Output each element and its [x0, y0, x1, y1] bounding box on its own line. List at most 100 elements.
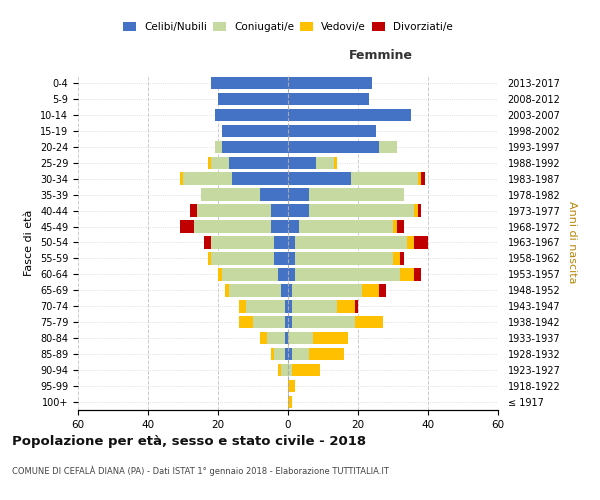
Bar: [288, 316, 292, 328]
Bar: [260, 332, 267, 344]
Bar: [292, 316, 355, 328]
Bar: [288, 204, 309, 217]
Bar: [281, 364, 288, 376]
Bar: [313, 332, 347, 344]
Bar: [267, 332, 284, 344]
Bar: [407, 236, 414, 248]
Bar: [361, 284, 379, 296]
Bar: [288, 220, 299, 233]
Bar: [179, 220, 193, 233]
Bar: [232, 172, 288, 185]
Bar: [292, 300, 337, 312]
Bar: [288, 268, 295, 280]
Bar: [397, 220, 404, 233]
Bar: [271, 220, 288, 233]
Bar: [221, 124, 288, 137]
Bar: [208, 252, 211, 264]
Bar: [288, 332, 313, 344]
Bar: [218, 92, 288, 105]
Bar: [204, 236, 211, 248]
Text: Popolazione per età, sesso e stato civile - 2018: Popolazione per età, sesso e stato civil…: [12, 435, 366, 448]
Bar: [414, 236, 428, 248]
Bar: [288, 364, 292, 376]
Bar: [309, 348, 344, 360]
Bar: [284, 348, 288, 360]
Bar: [284, 316, 288, 328]
Bar: [197, 204, 271, 217]
Bar: [253, 316, 284, 328]
Bar: [288, 284, 292, 296]
Bar: [295, 268, 400, 280]
Bar: [292, 284, 361, 296]
Bar: [393, 252, 400, 264]
Bar: [295, 252, 393, 264]
Bar: [393, 220, 397, 233]
Bar: [400, 268, 414, 280]
Bar: [288, 92, 368, 105]
Bar: [288, 300, 292, 312]
Bar: [221, 268, 277, 280]
Bar: [355, 316, 383, 328]
Bar: [337, 300, 355, 312]
Bar: [190, 204, 197, 217]
Bar: [229, 284, 281, 296]
Bar: [277, 364, 281, 376]
Bar: [288, 380, 295, 392]
Bar: [379, 284, 386, 296]
Bar: [179, 172, 183, 185]
Bar: [288, 77, 372, 89]
Bar: [274, 236, 288, 248]
Bar: [239, 316, 253, 328]
Bar: [215, 108, 288, 121]
Bar: [260, 188, 288, 201]
Bar: [288, 252, 295, 264]
Bar: [211, 236, 274, 248]
Bar: [288, 124, 376, 137]
Bar: [379, 140, 397, 153]
Bar: [218, 268, 221, 280]
Bar: [299, 220, 393, 233]
Bar: [211, 156, 229, 169]
Bar: [288, 172, 351, 185]
Bar: [288, 348, 292, 360]
Bar: [288, 156, 316, 169]
Bar: [421, 172, 425, 185]
Bar: [284, 300, 288, 312]
Bar: [288, 236, 295, 248]
Bar: [208, 156, 211, 169]
Bar: [274, 348, 284, 360]
Bar: [288, 140, 379, 153]
Bar: [351, 172, 418, 185]
Bar: [288, 108, 410, 121]
Bar: [271, 348, 274, 360]
Bar: [400, 252, 404, 264]
Bar: [211, 77, 288, 89]
Bar: [211, 252, 274, 264]
Text: Femmine: Femmine: [349, 48, 412, 62]
Bar: [288, 188, 309, 201]
Y-axis label: Anni di nascita: Anni di nascita: [567, 201, 577, 284]
Bar: [277, 268, 288, 280]
Bar: [229, 156, 288, 169]
Bar: [200, 188, 260, 201]
Bar: [309, 188, 404, 201]
Bar: [183, 172, 232, 185]
Bar: [334, 156, 337, 169]
Bar: [355, 300, 358, 312]
Bar: [281, 284, 288, 296]
Bar: [292, 348, 309, 360]
Bar: [215, 140, 221, 153]
Bar: [316, 156, 334, 169]
Y-axis label: Fasce di età: Fasce di età: [25, 210, 34, 276]
Bar: [295, 236, 407, 248]
Bar: [292, 364, 320, 376]
Bar: [418, 172, 421, 185]
Bar: [309, 204, 414, 217]
Bar: [414, 204, 418, 217]
Legend: Celibi/Nubili, Coniugati/e, Vedovi/e, Divorziati/e: Celibi/Nubili, Coniugati/e, Vedovi/e, Di…: [121, 20, 455, 34]
Bar: [246, 300, 284, 312]
Bar: [225, 284, 229, 296]
Bar: [414, 268, 421, 280]
Bar: [284, 332, 288, 344]
Bar: [193, 220, 271, 233]
